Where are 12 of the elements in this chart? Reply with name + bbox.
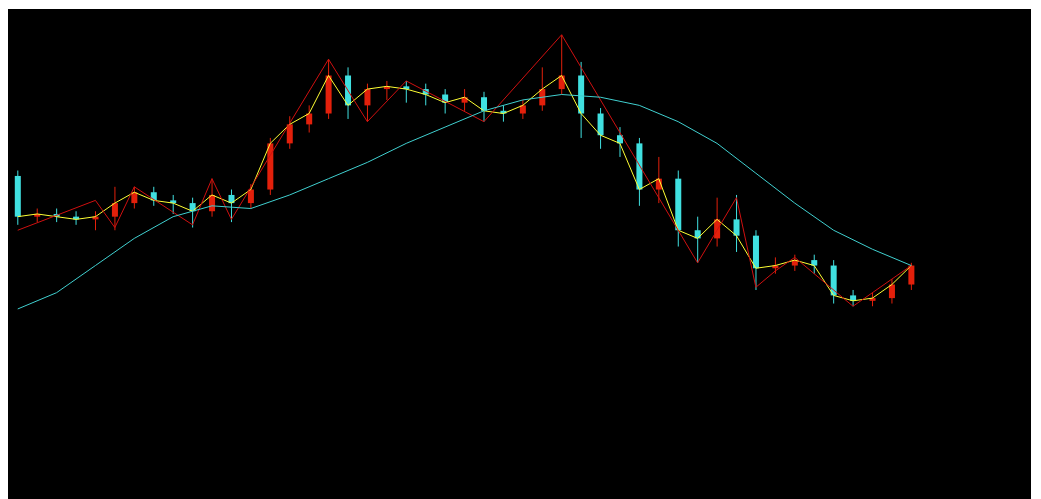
candlestick — [111, 186, 118, 231]
candlestick — [888, 278, 895, 305]
candlestick — [247, 183, 254, 210]
candlestick — [170, 194, 177, 215]
candlestick — [733, 194, 740, 253]
candlestick — [481, 91, 488, 123]
candlestick — [597, 107, 604, 150]
candlestick — [286, 115, 293, 150]
candlestick — [908, 262, 915, 291]
candlestick — [811, 254, 818, 275]
candlestick — [364, 83, 371, 123]
candlestick — [519, 99, 526, 120]
